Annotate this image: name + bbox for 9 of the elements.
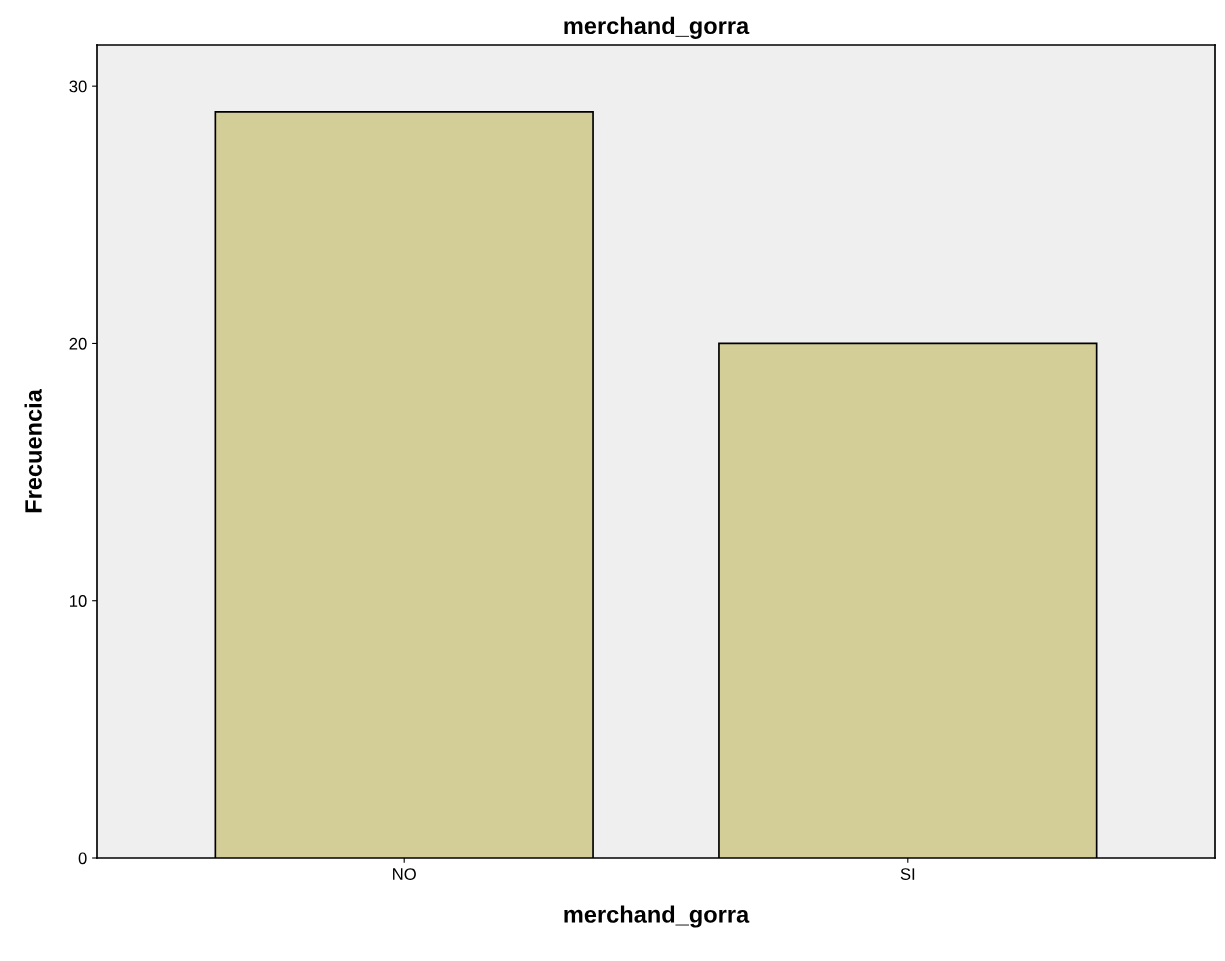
x-tick-label: NO (393, 868, 416, 880)
y-tick-label: 20 (69, 337, 87, 350)
y-tick-label: 10 (70, 595, 87, 607)
y-axis-title: Frecuencia (24, 389, 42, 513)
x-tick-label: SI (900, 868, 915, 880)
chart-title: merchand_gorra (564, 16, 750, 39)
y-tick-label: 30 (69, 80, 87, 93)
y-tick-label: 0 (78, 852, 87, 865)
x-axis-title: merchand_gorra (564, 905, 750, 928)
